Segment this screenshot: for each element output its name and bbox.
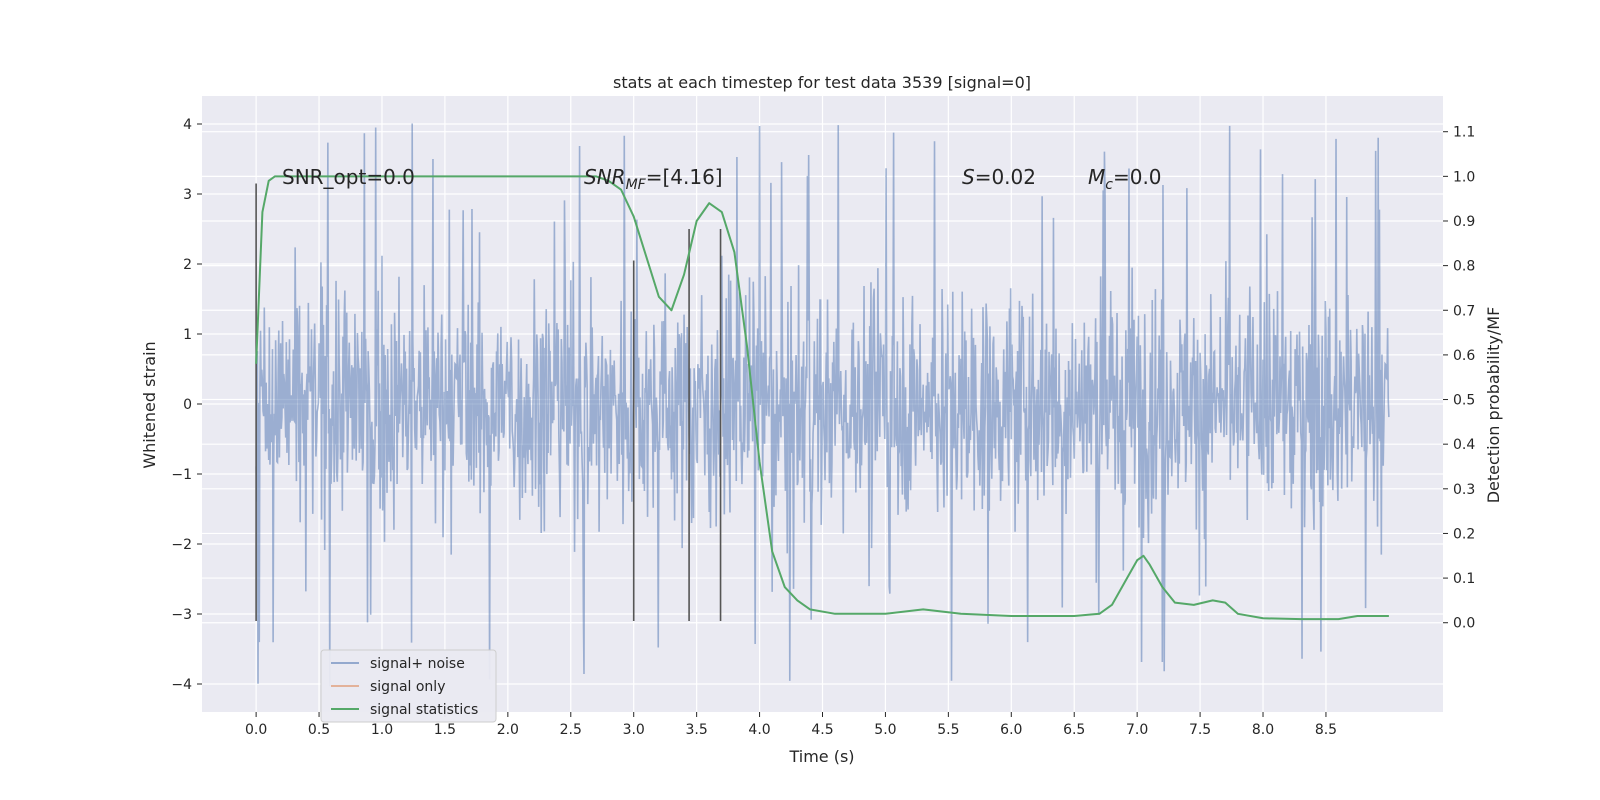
y-axis-label: Whitened strain xyxy=(140,341,159,468)
y2-tick-label: 1.0 xyxy=(1453,169,1475,185)
legend-box xyxy=(320,649,497,723)
legend-label-signal-plus-noise: signal+ noise xyxy=(370,656,465,672)
y2-tick-label: 0.7 xyxy=(1453,303,1475,319)
x-tick-label: 1.0 xyxy=(371,722,393,738)
y-tick-label: 4 xyxy=(183,117,192,133)
annotation-snr-mf-sub: MF xyxy=(626,177,647,193)
annotation-snr-mf-value: =[4.16] xyxy=(646,165,723,189)
x-axis-label: Time (s) xyxy=(788,747,854,766)
signal-statistics-line xyxy=(255,175,1389,621)
y-axis-ticks: 4 3 2 1 0 −1 −2 −3 −4 xyxy=(171,117,202,693)
x-tick-label: 8.0 xyxy=(1252,722,1274,738)
y-tick-label: −3 xyxy=(171,607,192,623)
legend-label-signal-only: signal only xyxy=(370,679,445,695)
x-tick-label: 4.5 xyxy=(811,722,833,738)
annotation-snr-mf-base: SNR xyxy=(584,165,626,189)
x-tick-label: 7.0 xyxy=(1126,722,1148,738)
y-tick-label: 3 xyxy=(183,187,192,203)
x-tick-label: 0.0 xyxy=(245,722,267,738)
y-tick-label: −2 xyxy=(171,537,192,553)
annotation-mc-base: M xyxy=(1088,165,1105,189)
x-tick-label: 6.5 xyxy=(1063,722,1085,738)
y2-tick-label: 0.6 xyxy=(1453,348,1475,364)
x-tick-label: 7.5 xyxy=(1189,722,1211,738)
y2-tick-label: 0.2 xyxy=(1453,526,1475,542)
x-tick-label: 3.5 xyxy=(686,722,708,738)
annotation-snr-mf: SNRMF=[4.16] xyxy=(584,165,723,193)
y2-tick-label: 0.1 xyxy=(1453,571,1475,587)
x-tick-label: 5.5 xyxy=(937,722,959,738)
y-tick-label: 1 xyxy=(183,327,192,343)
annotation-s: S=0.02 xyxy=(962,165,1036,189)
y2-tick-label: 1.1 xyxy=(1453,125,1475,141)
y-tick-label: −4 xyxy=(171,677,192,693)
x-tick-label: 4.0 xyxy=(748,722,770,738)
y2-axis-ticks: 1.1 1.0 0.9 0.8 0.7 0.6 0.5 0.4 0.3 0.2 0.1 0.0 xyxy=(1443,125,1475,632)
x-tick-label: 2.0 xyxy=(497,722,519,738)
y2-tick-label: 0.8 xyxy=(1453,259,1475,275)
chart-title: stats at each timestep for test data 353… xyxy=(613,73,1031,92)
annotation-mc-value: =0.0 xyxy=(1113,165,1162,189)
annotation-s-base: S xyxy=(962,165,975,189)
y-tick-label: 0 xyxy=(183,397,192,413)
series-signal-plus-noise xyxy=(255,123,1390,687)
annotation-snr-opt: SNR_opt=0.0 xyxy=(282,165,415,189)
x-tick-label: 3.0 xyxy=(623,722,645,738)
annotation-mc: Mc=0.0 xyxy=(1088,165,1162,193)
annotation-s-value: =0.02 xyxy=(975,165,1036,189)
x-tick-label: 5.0 xyxy=(874,722,896,738)
y-tick-label: −1 xyxy=(171,467,192,483)
series-signal-statistics xyxy=(255,175,1389,621)
signal-plus-noise-line xyxy=(255,123,1390,687)
x-tick-label: 1.5 xyxy=(434,722,456,738)
x-tick-label: 0.5 xyxy=(308,722,330,738)
legend: signal+ noise signal only signal statist… xyxy=(320,649,497,723)
x-tick-label: 6.0 xyxy=(1000,722,1022,738)
y2-tick-label: 0.9 xyxy=(1453,214,1475,230)
y2-axis-label: Detection probability/MF xyxy=(1484,307,1503,504)
y-tick-label: 2 xyxy=(183,257,192,273)
y2-tick-label: 0.3 xyxy=(1453,482,1475,498)
x-axis-ticks: 0.0 0.5 1.0 1.5 2.0 2.5 3.0 3.5 4.0 4.5 5.0 5.5 6.0 6… xyxy=(245,712,1337,738)
y2-tick-label: 0.0 xyxy=(1453,616,1475,632)
y2-tick-label: 0.5 xyxy=(1453,393,1475,409)
x-tick-label: 8.5 xyxy=(1315,722,1337,738)
y2-tick-label: 0.4 xyxy=(1453,437,1475,453)
legend-label-signal-statistics: signal statistics xyxy=(370,702,478,718)
x-tick-label: 2.5 xyxy=(560,722,582,738)
annotation-mc-sub: c xyxy=(1105,177,1113,193)
vertical-markers xyxy=(255,183,722,621)
